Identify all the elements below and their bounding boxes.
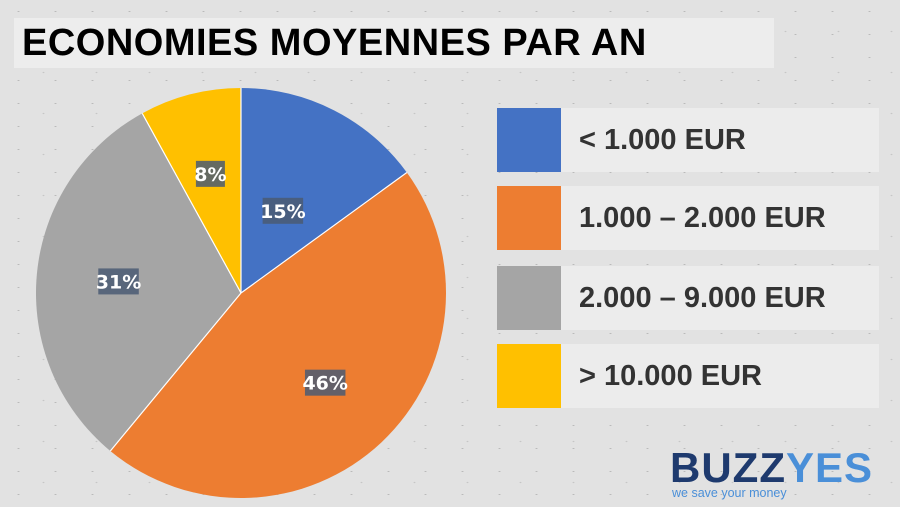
legend: < 1.000 EUR 1.000 – 2.000 EUR 2.000 – 9.… bbox=[497, 108, 887, 408]
logo-yes: YES bbox=[785, 444, 874, 491]
chart-title: ECONOMIES MOYENNES PAR AN bbox=[14, 18, 774, 68]
legend-swatch-1 bbox=[497, 108, 561, 172]
legend-label-background bbox=[561, 108, 879, 172]
logo-wordmark: BUZZYES bbox=[670, 446, 873, 490]
legend-swatch-2 bbox=[497, 186, 561, 250]
pie-slice-2 bbox=[110, 172, 446, 498]
slice-separator-3 bbox=[109, 292, 242, 452]
legend-swatch-3 bbox=[497, 266, 561, 330]
data-label-3: 31% bbox=[96, 271, 141, 293]
data-label-background-2 bbox=[304, 369, 346, 396]
slice-separator-2 bbox=[240, 172, 408, 294]
legend-label-4: > 10.000 EUR bbox=[579, 360, 762, 392]
pie-slice-1 bbox=[241, 88, 407, 293]
buzzyes-logo: BUZZYES we save your money bbox=[670, 446, 895, 504]
slice-separator-4 bbox=[141, 113, 242, 294]
data-label-2: 46% bbox=[302, 373, 347, 395]
data-label-background-3 bbox=[98, 268, 139, 295]
legend-item-4: > 10.000 EUR bbox=[497, 344, 887, 408]
data-label-background-1 bbox=[262, 197, 304, 224]
logo-buzz: BUZZ bbox=[670, 444, 786, 491]
legend-item-1: < 1.000 EUR bbox=[497, 108, 887, 172]
pie-slice-4 bbox=[142, 88, 241, 293]
logo-tagline: we save your money bbox=[672, 486, 787, 500]
legend-label-3: 2.000 – 9.000 EUR bbox=[579, 282, 826, 314]
legend-swatch-4 bbox=[497, 344, 561, 408]
data-label-4: 8% bbox=[194, 164, 226, 186]
legend-label-2: 1.000 – 2.000 EUR bbox=[579, 202, 826, 234]
legend-label-background bbox=[561, 266, 879, 330]
legend-label-background bbox=[561, 186, 879, 250]
pie-data-labels: 15% 46% 31% 8% bbox=[96, 160, 348, 396]
legend-item-3: 2.000 – 9.000 EUR bbox=[497, 266, 887, 330]
data-label-1: 15% bbox=[260, 201, 305, 223]
legend-item-2: 1.000 – 2.000 EUR bbox=[497, 186, 887, 250]
legend-label-1: < 1.000 EUR bbox=[579, 124, 746, 156]
data-label-background-4 bbox=[195, 160, 225, 187]
legend-label-background bbox=[561, 344, 879, 408]
